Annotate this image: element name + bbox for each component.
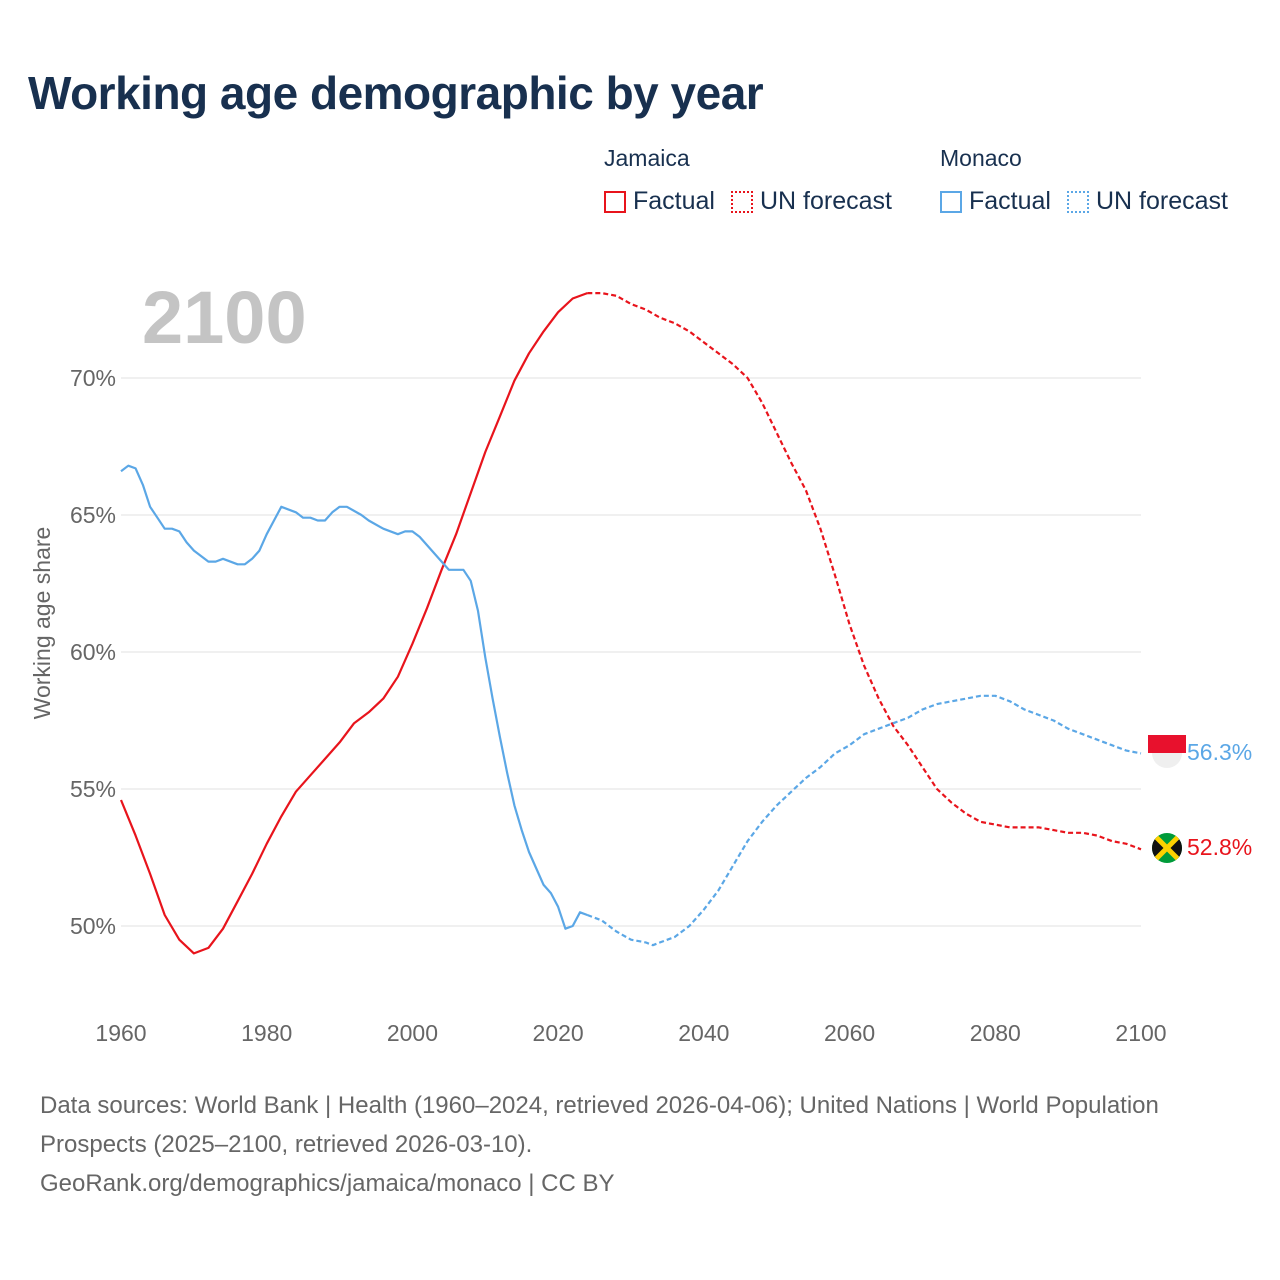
data-sources: Data sources: World Bank | Health (1960–…: [40, 1092, 1159, 1158]
end-label-monaco: 56.3%: [1187, 739, 1252, 765]
chart-title: Working age demographic by year: [28, 67, 764, 119]
legend-label: UN forecast: [1095, 187, 1228, 215]
legend-swatch-jamaica-factual: [604, 190, 626, 213]
gridlines: [121, 377, 1141, 927]
line-monaco-factual: [120, 464, 588, 930]
x-tick-label: 2020: [533, 1020, 584, 1046]
legend-item-monaco-factual[interactable]: Factual: [940, 187, 1051, 216]
y-tick-label: 70%: [70, 365, 116, 391]
y-tick-label: 55%: [70, 776, 116, 802]
legend-group-title: Jamaica: [604, 145, 690, 171]
y-tick-label: 65%: [70, 502, 116, 528]
series-lines: [119, 292, 1142, 955]
attribution-link[interactable]: GeoRank.org/demographics/jamaica/monaco …: [40, 1170, 615, 1197]
legend-item-monaco-forecast[interactable]: UN forecast: [1066, 187, 1228, 216]
x-tick-label: 2100: [1115, 1020, 1166, 1046]
legend-swatch-monaco-factual: [940, 190, 962, 213]
line-monaco-forecast: [586, 694, 1142, 947]
y-tick-label: 50%: [70, 913, 116, 939]
legend-swatch-jamaica-forecast: [730, 190, 753, 213]
legend-item-jamaica-factual[interactable]: Factual: [604, 187, 715, 216]
end-label-jamaica: 52.8%: [1187, 834, 1252, 860]
line-jamaica-forecast: [587, 292, 1142, 851]
flag-jamaica-icon: [1152, 833, 1182, 863]
x-tick-label: 2080: [970, 1020, 1021, 1046]
x-tick-label: 2000: [387, 1020, 438, 1046]
footer: Data sources: World Bank | Health (1960–…: [40, 1086, 1240, 1203]
legend-label: UN forecast: [759, 187, 892, 215]
y-tick-labels: 50% 55% 60% 65% 70%: [70, 365, 116, 939]
line-jamaica-factual: [119, 292, 588, 955]
legend-item-jamaica-forecast[interactable]: UN forecast: [730, 187, 892, 216]
legend-row: Factual UN forecast: [940, 187, 1244, 216]
legend-group-jamaica: Jamaica Factual UN forecast: [604, 145, 892, 215]
legend-swatch-monaco-forecast: [1066, 190, 1089, 213]
x-tick-labels: 1960 1980 2000 2020 2040 2060 2080 2100: [95, 1020, 1166, 1046]
x-tick-label: 1960: [95, 1020, 146, 1046]
year-watermark: 2100: [142, 276, 307, 359]
x-tick-label: 2060: [824, 1020, 875, 1046]
y-axis-label: Working age share: [29, 527, 55, 720]
line-chart: 2100 Working age share 50% 55% 60% 65% 70% 1…: [29, 276, 1252, 1046]
legend-row: Factual UN forecast: [604, 187, 908, 216]
y-tick-label: 60%: [70, 639, 116, 665]
legend-label: Factual: [969, 187, 1051, 215]
legend-group-monaco: Monaco Factual UN forecast: [940, 145, 1228, 215]
x-tick-label: 1980: [241, 1020, 292, 1046]
flag-monaco-icon: [1148, 735, 1186, 768]
x-tick-label: 2040: [678, 1020, 729, 1046]
legend-label: Factual: [633, 187, 715, 215]
legend-group-title: Monaco: [940, 145, 1022, 171]
